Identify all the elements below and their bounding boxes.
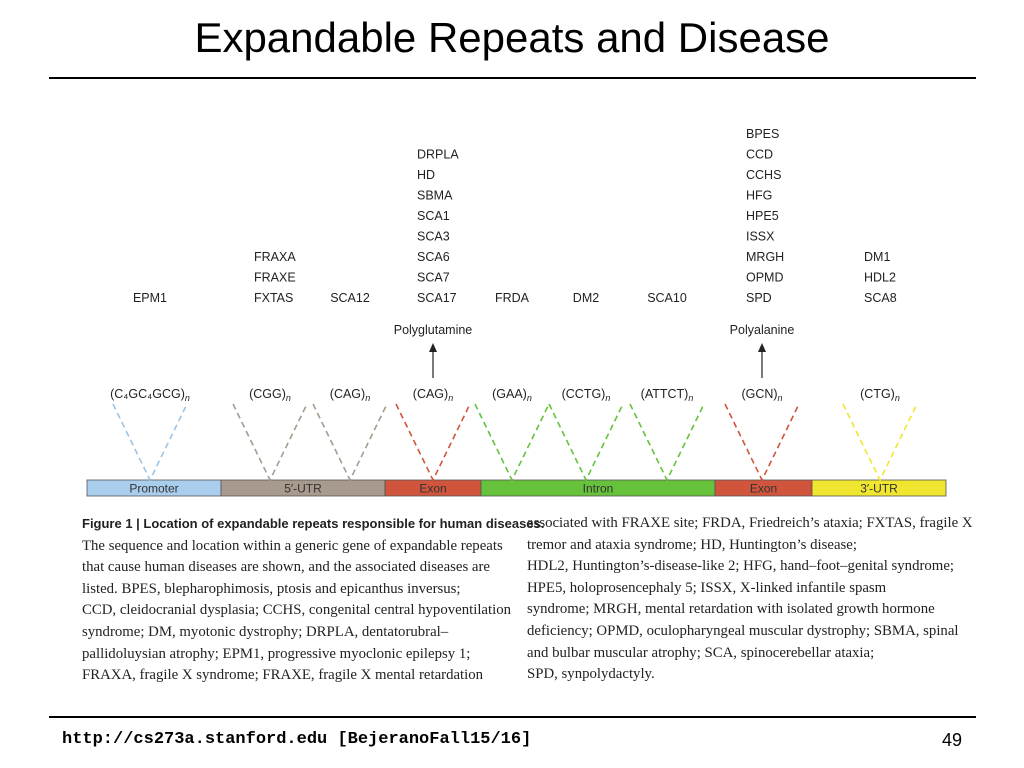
title-divider [49, 77, 976, 79]
repeat-label: (GCN)n [741, 387, 782, 403]
disease-label: SCA3 [417, 230, 450, 244]
repeat-label: (ATTCT)n [641, 387, 694, 403]
repeat-label: (CAG)n [413, 387, 453, 403]
disease-label: DRPLA [417, 148, 459, 162]
disease-label: SCA6 [417, 250, 450, 264]
gene-region-label: Exon [419, 482, 446, 496]
page-number: 49 [941, 730, 962, 750]
caption-line: deficiency; OPMD, oculopharyngeal muscul… [527, 622, 959, 639]
disease-label: HFG [746, 189, 772, 203]
disease-label: EPM1 [133, 291, 167, 305]
disease-label: FRAXE [254, 271, 296, 285]
caption-line: and bulbar muscular atrophy; SCA, spinoc… [527, 644, 875, 661]
disease-label: SCA1 [417, 209, 450, 223]
repeat-marker [312, 403, 388, 482]
figure-caption-left: Figure 1 | Location of expandable repeat… [82, 513, 544, 687]
repeat-marker [629, 403, 705, 482]
disease-label: HDL2 [864, 271, 896, 285]
caption-line: syndrome; DM, myotonic dystrophy; DRPLA,… [82, 623, 449, 640]
repeat-label: (CCTG)n [562, 387, 611, 403]
disease-label: FXTAS [254, 291, 293, 305]
repeat-label: (CAG)n [330, 387, 370, 403]
gene-region-label: Exon [750, 482, 777, 496]
disease-label: FRDA [495, 291, 530, 305]
repeat-label: (C₄GC₄GCG)n [110, 387, 190, 403]
disease-label: SCA17 [417, 291, 457, 305]
caption-line: The sequence and location within a gener… [82, 537, 503, 554]
repeat-markers: (C₄GC₄GCG)n (CGG)n (CAG)n (CAG)n (GAA)n (CCTG… [110, 387, 918, 482]
caption-line: listed. BPES, blepharophimosis, ptosis a… [82, 580, 461, 597]
disease-label: SCA8 [864, 291, 897, 305]
footer-url[interactable]: http://cs273a.stanford.edu [BejeranoFall… [62, 730, 532, 749]
disease-label: OPMD [746, 271, 784, 285]
repeat-label: (CTG)n [860, 387, 900, 403]
repeat-label: (CGG)n [249, 387, 291, 403]
annotation-label: Polyglutamine [394, 323, 473, 337]
caption-line: that cause human diseases are shown, and… [82, 559, 490, 576]
gene-bar: Promoter 5′-UTR Exon Intron Exon 3′-UTR [86, 479, 947, 497]
caption-line: associated with FRAXE site; FRDA, Friedr… [527, 515, 973, 531]
caption-line: syndrome; MRGH, mental retardation with … [527, 601, 935, 618]
caption-line: SPD, synpolydactyly. [527, 666, 655, 683]
disease-label: SPD [746, 291, 772, 305]
gene-region-label: Intron [583, 482, 614, 496]
slide-title: Expandable Repeats and Disease [194, 14, 830, 61]
disease-label: DM2 [573, 291, 599, 305]
disease-label: HPE5 [746, 209, 779, 223]
disease-label: SCA12 [330, 291, 370, 305]
caption-line: CCD, cleidocranial dysplasia; CCHS, cong… [82, 602, 512, 619]
disease-label: CCD [746, 148, 773, 162]
caption-heading: Figure 1 | Location of expandable repeat… [82, 516, 545, 531]
disease-label: SCA7 [417, 271, 450, 285]
disease-label: FRAXA [254, 250, 296, 264]
repeat-marker [112, 403, 188, 482]
gene-region-3-utr [811, 479, 947, 497]
caption-line: HPE5, holoprosencephaly 5; ISSX, X-linke… [527, 579, 887, 596]
disease-label: SBMA [417, 189, 453, 203]
caption-line: pallidoluysian atrophy; EPM1, progressiv… [82, 645, 471, 662]
gene-region-label: Promoter [129, 482, 178, 496]
disease-label: HD [417, 168, 435, 182]
disease-label: BPES [746, 127, 779, 141]
footer-divider [49, 716, 976, 718]
repeat-marker [842, 403, 918, 482]
repeat-marker [232, 403, 308, 482]
disease-lists: EPM1 FRAXA FRAXE FXTAS SCA12 DRPLA HD SBMA SCA1 S… [133, 127, 897, 378]
caption-line: HDL2, Huntington’s-disease-like 2; HFG, … [527, 558, 954, 575]
repeat-marker [395, 403, 471, 482]
gene-region-label: 5′-UTR [284, 482, 322, 496]
annotation-label: Polyalanine [730, 323, 795, 337]
disease-label: CCHS [746, 168, 781, 182]
disease-label: MRGH [746, 250, 784, 264]
repeat-marker [548, 403, 624, 482]
disease-label: ISSX [746, 230, 775, 244]
figure-caption-right: associated with FRAXE site; FRDA, Friedr… [527, 513, 973, 686]
caption-line: FRAXA, fragile X syndrome; FRAXE, fragil… [82, 667, 484, 684]
disease-label: SCA10 [647, 291, 687, 305]
repeat-marker [724, 403, 800, 482]
arrow-head-icon [429, 343, 437, 352]
repeat-label: (GAA)n [492, 387, 532, 403]
repeat-marker [474, 403, 550, 482]
caption-line: tremor and ataxia syndrome; HD, Huntingt… [527, 536, 857, 553]
gene-region-label: 3′-UTR [860, 482, 898, 496]
expandable-repeats-diagram: Promoter 5′-UTR Exon Intron Exon 3′-UTR (C₄GC… [86, 127, 947, 497]
arrow-head-icon [758, 343, 766, 352]
disease-label: DM1 [864, 250, 890, 264]
